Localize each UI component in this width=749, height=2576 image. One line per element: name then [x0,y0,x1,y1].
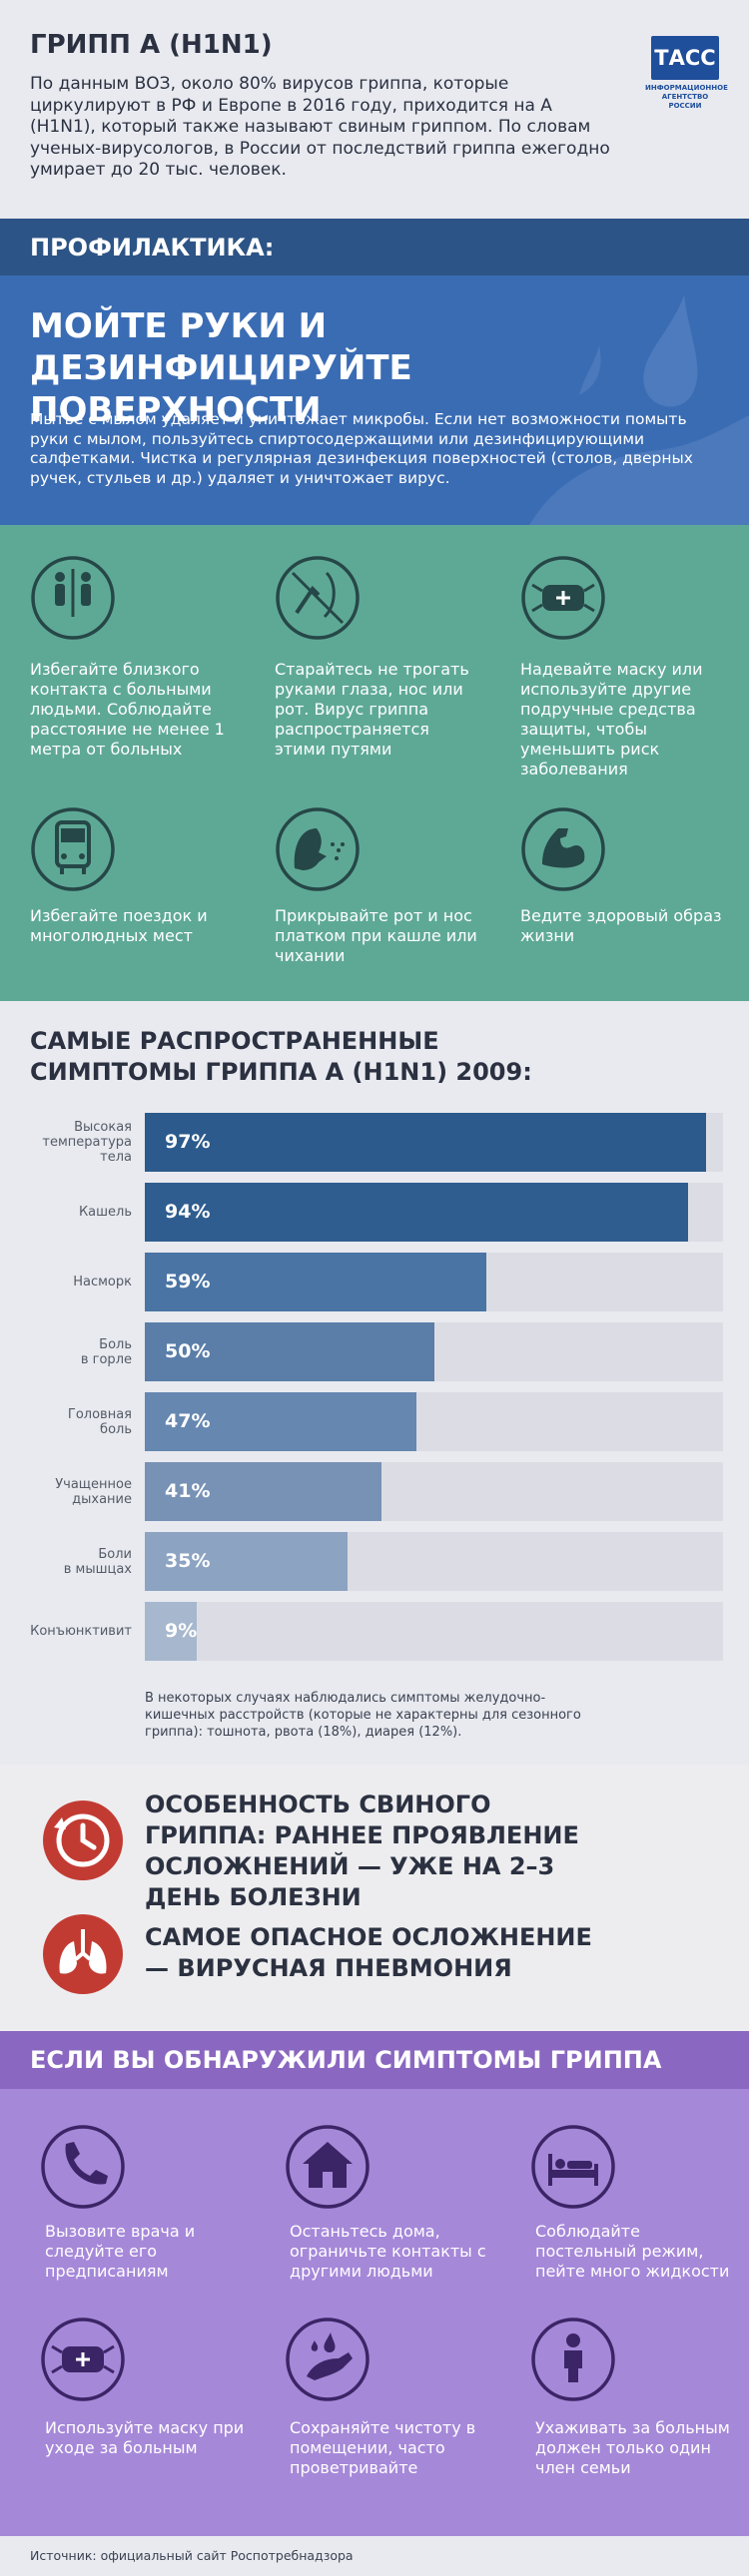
lungs-icon [43,1914,123,1994]
icon-graphic [41,2318,125,2401]
chart-note: В некоторых случаях наблюдались симптомы… [145,1691,581,1740]
clock-icon [43,1801,123,1880]
action-text: Соблюдайте постельный режим, пейте много… [535,2222,730,2281]
icon-graphic [521,807,605,891]
icon-graphic [521,556,605,640]
icon [520,806,606,896]
icon [40,2124,126,2214]
header: ГРИПП А (H1N1) По данным ВОЗ, около 80% … [0,0,749,219]
category-label: Конъюнктивит [30,1624,132,1639]
handwash-section: МОЙТЕ РУКИ И ДЕЗИНФИЦИРУЙТЕ ПОВЕРХНОСТИ … [0,275,749,525]
category-label: Кашель [78,1205,132,1220]
value-label: 97% [165,1131,211,1153]
logo-mark: ТАСС [651,36,719,80]
category-label: Высокая температура тела [42,1120,132,1165]
tip-text: Ведите здоровый образ жизни [520,906,722,945]
icon [275,555,361,645]
value-label: 47% [165,1410,211,1432]
icon-graphic [31,807,115,891]
icon [285,2317,371,2406]
title: ГРИПП А (H1N1) [30,30,273,60]
icon [520,555,606,645]
icon [275,806,361,896]
value-label: 41% [165,1480,211,1502]
actions-section: Вызовите врача и следуйте его предписани… [0,2089,749,2536]
action-text: Используйте маску при уходе за больным [45,2418,245,2457]
bar [145,1253,486,1311]
prevention-band: ПРОФИЛАКТИКА: [0,219,749,275]
complication-text: САМОЕ ОПАСНОЕ ОСЛОЖНЕНИЕ — ВИРУСНАЯ ПНЕВ… [145,1923,592,1982]
action-text: Ухаживать за больным должен только один … [535,2418,730,2477]
tip-text: Надевайте маску или используйте другие п… [520,660,703,778]
value-label: 59% [165,1271,211,1292]
bar-track [145,1602,723,1661]
icon-graphic [286,2318,370,2401]
action-text: Останьтесь дома, ограничьте контакты с д… [290,2222,486,2281]
value-label: 50% [165,1340,211,1362]
tip-text: Старайтесь не трогать руками глаза, нос … [275,660,469,759]
category-label: Насморк [73,1275,132,1289]
icon-graphic [31,556,115,640]
symptoms-chart: САМЫЕ РАСПРОСТРАНЕННЫЕ СИМПТОМЫ ГРИППА А… [0,1001,749,1765]
tip-text: Избегайте близкого контакта с больными л… [30,660,225,759]
action-text: Сохраняйте чистоту в помещении, часто пр… [290,2418,476,2477]
icon [40,2317,126,2406]
category-label: Учащенное дыхание [55,1476,132,1507]
value-label: 9% [165,1620,198,1642]
footer: Источник: официальный сайт Роспотребнадз… [0,2536,749,2576]
icon-graphic [286,2125,370,2209]
bar [145,1113,706,1172]
icon [285,2124,371,2214]
icon-graphic [276,556,360,640]
prevention-label: ПРОФИЛАКТИКА: [30,234,275,261]
actions-title: ЕСЛИ ВЫ ОБНАРУЖИЛИ СИМПТОМЫ ГРИППА [30,2046,662,2074]
icon [30,806,116,896]
logo-tagline: ИНФОРМАЦИОННОЕ АГЕНТСТВО РОССИИ [645,84,728,110]
bar [145,1392,417,1451]
icon [30,555,116,645]
chart-title: САМЫЕ РАСПРОСТРАНЕННЫЕ СИМПТОМЫ ГРИППА А… [30,1027,532,1086]
icon-graphic [531,2125,615,2209]
action-text: Вызовите врача и следуйте его предписани… [45,2222,196,2281]
prevention-heading: МОЙТЕ РУКИ И ДЕЗИНФИЦИРУЙТЕ ПОВЕРХНОСТИ [30,306,412,430]
complication-text: ОСОБЕННОСТЬ СВИНОГО ГРИППА: РАННЕЕ ПРОЯВ… [145,1791,579,1911]
bar [145,1532,348,1591]
category-label: Боль в горле [80,1336,132,1367]
hand-decoration [529,295,749,525]
icon-graphic [276,807,360,891]
icon [530,2317,616,2406]
complications-section: ОСОБЕННОСТЬ СВИНОГО ГРИППА: РАННЕЕ ПРОЯВ… [0,1765,749,2031]
icon-graphic [41,2125,125,2209]
tip-text: Прикрывайте рот и нос платком при кашле … [275,906,477,965]
icon [530,2124,616,2214]
bar [145,1602,198,1661]
category-label: Боли в мышцах [63,1546,132,1577]
bar [145,1183,689,1242]
intro-text: По данным ВОЗ, около 80% вирусов гриппа,… [30,74,610,180]
tip-text: Избегайте поездок и многолюдных мест [30,906,208,945]
bar [145,1322,434,1381]
actions-band: ЕСЛИ ВЫ ОБНАРУЖИЛИ СИМПТОМЫ ГРИППА [0,2031,749,2089]
bar [145,1462,382,1521]
icon-graphic [531,2318,615,2401]
value-label: 94% [165,1201,211,1223]
category-label: Головная боль [67,1406,132,1437]
value-label: 35% [165,1550,211,1572]
tips-section: Избегайте близкого контакта с больными л… [0,525,749,1001]
source: Источник: официальный сайт Роспотребнадз… [30,2548,354,2563]
prevention-text: Мытье с мылом удаляет и уничтожает микро… [30,410,693,487]
logo-name: ТАСС [654,46,716,70]
